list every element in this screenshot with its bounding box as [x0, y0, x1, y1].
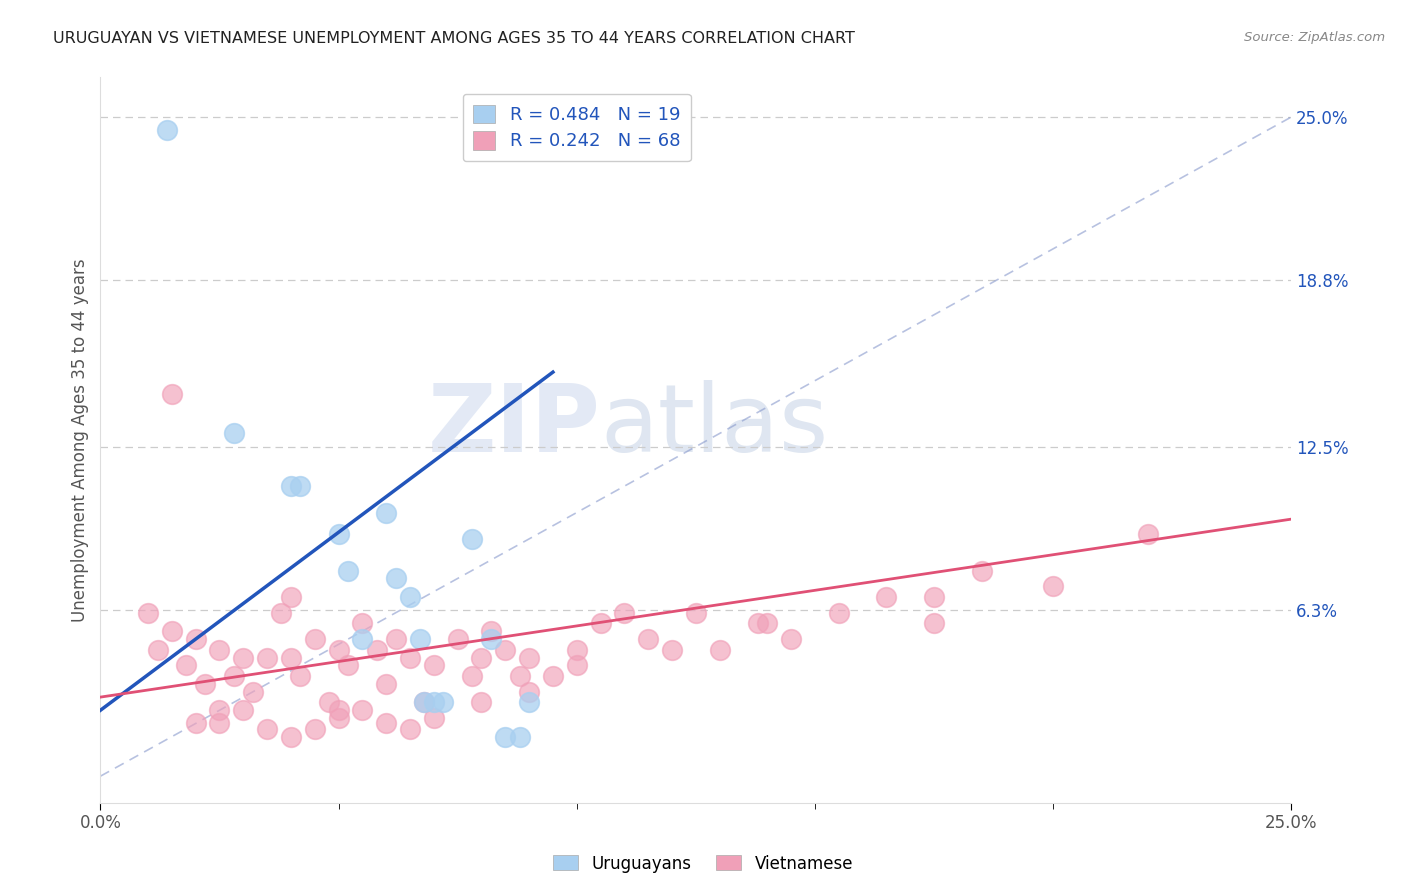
Point — [509, 730, 531, 744]
Point — [875, 590, 897, 604]
Point — [589, 616, 612, 631]
Point — [922, 590, 945, 604]
Point — [747, 616, 769, 631]
Point — [509, 669, 531, 683]
Point — [470, 695, 492, 709]
Point — [423, 695, 446, 709]
Point — [337, 658, 360, 673]
Point — [423, 658, 446, 673]
Point — [256, 722, 278, 736]
Point — [160, 387, 183, 401]
Point — [328, 711, 350, 725]
Point — [318, 695, 340, 709]
Point — [328, 526, 350, 541]
Point — [174, 658, 197, 673]
Point — [399, 650, 422, 665]
Point — [290, 669, 312, 683]
Text: Source: ZipAtlas.com: Source: ZipAtlas.com — [1244, 31, 1385, 45]
Point — [208, 716, 231, 731]
Point — [232, 703, 254, 717]
Point — [541, 669, 564, 683]
Point — [517, 685, 540, 699]
Point — [479, 624, 502, 639]
Point — [423, 711, 446, 725]
Point — [146, 642, 169, 657]
Point — [208, 642, 231, 657]
Point — [222, 426, 245, 441]
Point — [413, 695, 436, 709]
Point — [685, 606, 707, 620]
Point — [637, 632, 659, 646]
Point — [384, 632, 406, 646]
Point — [160, 624, 183, 639]
Point — [290, 479, 312, 493]
Point — [461, 669, 484, 683]
Point — [461, 532, 484, 546]
Point — [375, 716, 398, 731]
Point — [828, 606, 851, 620]
Point — [613, 606, 636, 620]
Legend: Uruguayans, Vietnamese: Uruguayans, Vietnamese — [547, 848, 859, 880]
Point — [517, 650, 540, 665]
Point — [565, 658, 588, 673]
Point — [517, 695, 540, 709]
Point — [242, 685, 264, 699]
Point — [184, 716, 207, 731]
Point — [208, 703, 231, 717]
Text: atlas: atlas — [600, 379, 828, 472]
Point — [756, 616, 779, 631]
Point — [384, 571, 406, 585]
Text: URUGUAYAN VS VIETNAMESE UNEMPLOYMENT AMONG AGES 35 TO 44 YEARS CORRELATION CHART: URUGUAYAN VS VIETNAMESE UNEMPLOYMENT AMO… — [53, 31, 855, 46]
Point — [280, 730, 302, 744]
Point — [352, 703, 374, 717]
Point — [156, 123, 179, 137]
Point — [661, 642, 683, 657]
Point — [366, 642, 388, 657]
Point — [232, 650, 254, 665]
Point — [328, 642, 350, 657]
Point — [270, 606, 292, 620]
Point — [470, 650, 492, 665]
Point — [304, 722, 326, 736]
Point — [970, 564, 993, 578]
Point — [709, 642, 731, 657]
Point — [399, 590, 422, 604]
Point — [432, 695, 454, 709]
Legend: R = 0.484   N = 19, R = 0.242   N = 68: R = 0.484 N = 19, R = 0.242 N = 68 — [463, 94, 690, 161]
Point — [375, 677, 398, 691]
Point — [328, 703, 350, 717]
Point — [408, 632, 430, 646]
Point — [399, 722, 422, 736]
Point — [256, 650, 278, 665]
Point — [375, 506, 398, 520]
Point — [446, 632, 468, 646]
Point — [136, 606, 159, 620]
Point — [352, 616, 374, 631]
Point — [479, 632, 502, 646]
Point — [1137, 526, 1160, 541]
Point — [194, 677, 217, 691]
Point — [922, 616, 945, 631]
Point — [413, 695, 436, 709]
Point — [222, 669, 245, 683]
Point — [280, 650, 302, 665]
Point — [352, 632, 374, 646]
Point — [280, 479, 302, 493]
Point — [494, 730, 516, 744]
Point — [780, 632, 803, 646]
Point — [184, 632, 207, 646]
Text: ZIP: ZIP — [427, 379, 600, 472]
Point — [1042, 579, 1064, 593]
Point — [304, 632, 326, 646]
Y-axis label: Unemployment Among Ages 35 to 44 years: Unemployment Among Ages 35 to 44 years — [72, 258, 89, 622]
Point — [494, 642, 516, 657]
Point — [565, 642, 588, 657]
Point — [337, 564, 360, 578]
Point — [280, 590, 302, 604]
